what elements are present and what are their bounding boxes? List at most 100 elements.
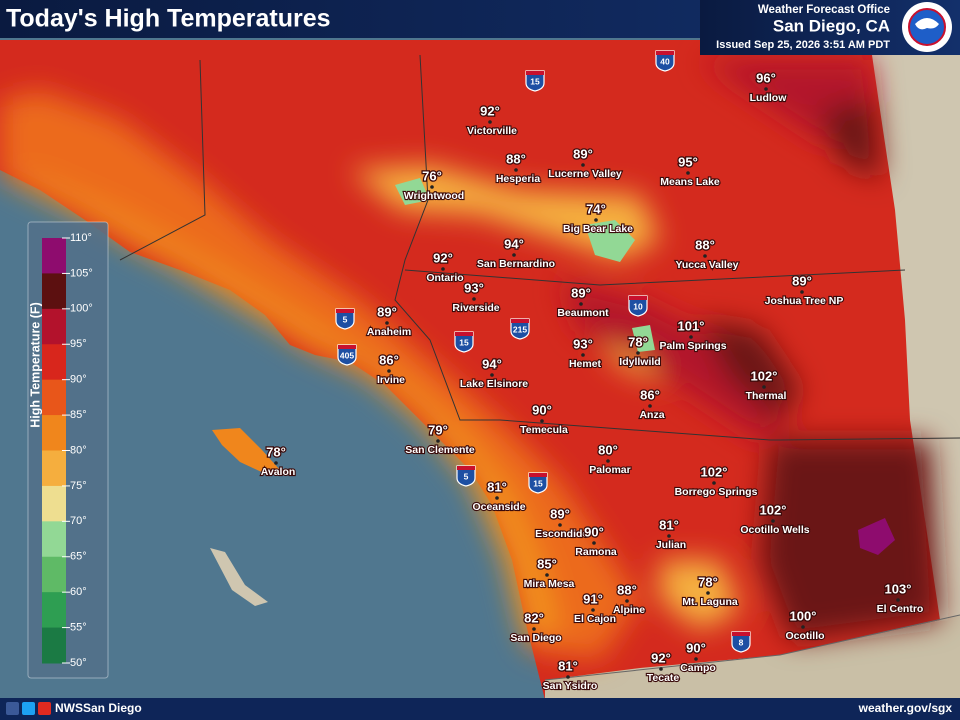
city-temp: 96°: [756, 70, 776, 85]
nws-logo: [902, 2, 952, 52]
city-temp: 89°: [792, 273, 812, 288]
legend-title: High Temperature (F): [28, 302, 42, 427]
catalina-island: [212, 428, 280, 475]
city-name: Anaheim: [367, 326, 411, 338]
interstate-shield: 8: [731, 631, 751, 653]
city-name: Escondido: [535, 528, 589, 540]
legend-label: 105°: [70, 267, 93, 279]
legend-swatch: [42, 308, 66, 345]
city-dot: [689, 335, 693, 339]
legend-label: 50°: [70, 657, 87, 669]
shield-label: 8: [739, 637, 744, 647]
shield-label: 5: [343, 314, 348, 324]
city-dot: [495, 496, 499, 500]
city-name: Big Bear Lake: [563, 223, 633, 235]
city-dot: [896, 598, 900, 602]
city-name: Mira Mesa: [524, 578, 575, 590]
shield-top: [455, 332, 473, 336]
city-temp: 95°: [678, 154, 698, 169]
interstate-shield: 15: [528, 472, 548, 494]
shield-top: [336, 309, 354, 313]
city-dot: [625, 599, 629, 603]
city-dot: [800, 290, 804, 294]
legend-swatch: [42, 273, 66, 310]
city-temp: 89°: [571, 285, 591, 300]
city-temp: 78°: [628, 334, 648, 349]
legend-swatch: [42, 556, 66, 593]
city-dot: [488, 120, 492, 124]
city-dot: [472, 297, 476, 301]
city-dot: [387, 369, 391, 373]
city-dot: [706, 591, 710, 595]
city-dot: [764, 87, 768, 91]
city-name: Ludlow: [750, 92, 788, 104]
city-dot: [436, 439, 440, 443]
legend-label: 70°: [70, 515, 87, 527]
city-temp: 78°: [266, 444, 286, 459]
city-temp: 82°: [524, 610, 544, 625]
city-temp: 93°: [464, 280, 484, 295]
city-name: Victorville: [467, 125, 517, 137]
shield-label: 5: [464, 471, 469, 481]
shield-label: 40: [660, 56, 670, 66]
social-icons: [6, 702, 51, 715]
city-temp: 90°: [686, 640, 706, 655]
city-name: Thermal: [746, 390, 787, 402]
city-dot: [581, 163, 585, 167]
interstate-shield: 40: [655, 50, 675, 72]
city-name: El Cajon: [574, 613, 616, 625]
legend-swatch: [42, 485, 66, 522]
legend-label: 80°: [70, 444, 87, 456]
shield-body: [454, 331, 474, 353]
shield-label: 405: [340, 350, 354, 360]
legend-label: 55°: [70, 621, 87, 633]
city-name: Ocotillo Wells: [740, 524, 809, 536]
shield-body: [528, 472, 548, 494]
city-dot: [771, 519, 775, 523]
interstate-shield: 15: [454, 331, 474, 353]
city-temp: 74°: [586, 201, 606, 216]
location: San Diego, CA: [773, 16, 890, 35]
city-name: Mt. Laguna: [682, 596, 738, 608]
legend-label: 60°: [70, 586, 87, 598]
interstate-shield: 5: [335, 308, 355, 330]
city-dot: [801, 625, 805, 629]
city-dot: [581, 353, 585, 357]
interstate-shield: 5: [456, 465, 476, 487]
legend-label: 75°: [70, 480, 87, 492]
city-name: Beaumont: [557, 307, 609, 319]
legend-label: 110°: [70, 232, 92, 244]
city-dot: [532, 627, 536, 631]
city-temp: 92°: [480, 103, 500, 118]
san-clemente-island: [210, 548, 268, 606]
city-temp: 101°: [678, 318, 705, 333]
hot-spot: [858, 518, 895, 555]
city-name: Idyllwild: [619, 356, 660, 368]
shield-body: [337, 344, 357, 366]
city-temp: 89°: [377, 304, 397, 319]
interstate-shield: 405: [337, 344, 357, 366]
city-temp: 102°: [760, 502, 787, 517]
city-name: Joshua Tree NP: [765, 295, 844, 307]
social-handle: NWSSan Diego: [55, 701, 142, 715]
city-name: San Ysidro: [543, 680, 598, 692]
city-name: Anza: [639, 409, 664, 421]
legend-label: 65°: [70, 551, 87, 563]
legend-label: 100°: [70, 303, 93, 315]
shield-top: [732, 632, 750, 636]
city-dot: [659, 667, 663, 671]
city-name: Alpine: [613, 604, 645, 616]
legend-label: 85°: [70, 409, 87, 421]
city-temp: 81°: [558, 658, 578, 673]
shield-label: 15: [459, 337, 469, 347]
outside-area: [872, 55, 960, 700]
city-name: Ocotillo: [785, 630, 824, 642]
shield-top: [338, 345, 356, 349]
legend-swatch: [42, 592, 66, 629]
city-name: Irvine: [377, 374, 405, 386]
cool-spots: [395, 178, 655, 352]
city-dot: [385, 321, 389, 325]
city-dot: [591, 608, 595, 612]
shield-label: 15: [530, 76, 540, 86]
legend-label: 95°: [70, 338, 87, 350]
